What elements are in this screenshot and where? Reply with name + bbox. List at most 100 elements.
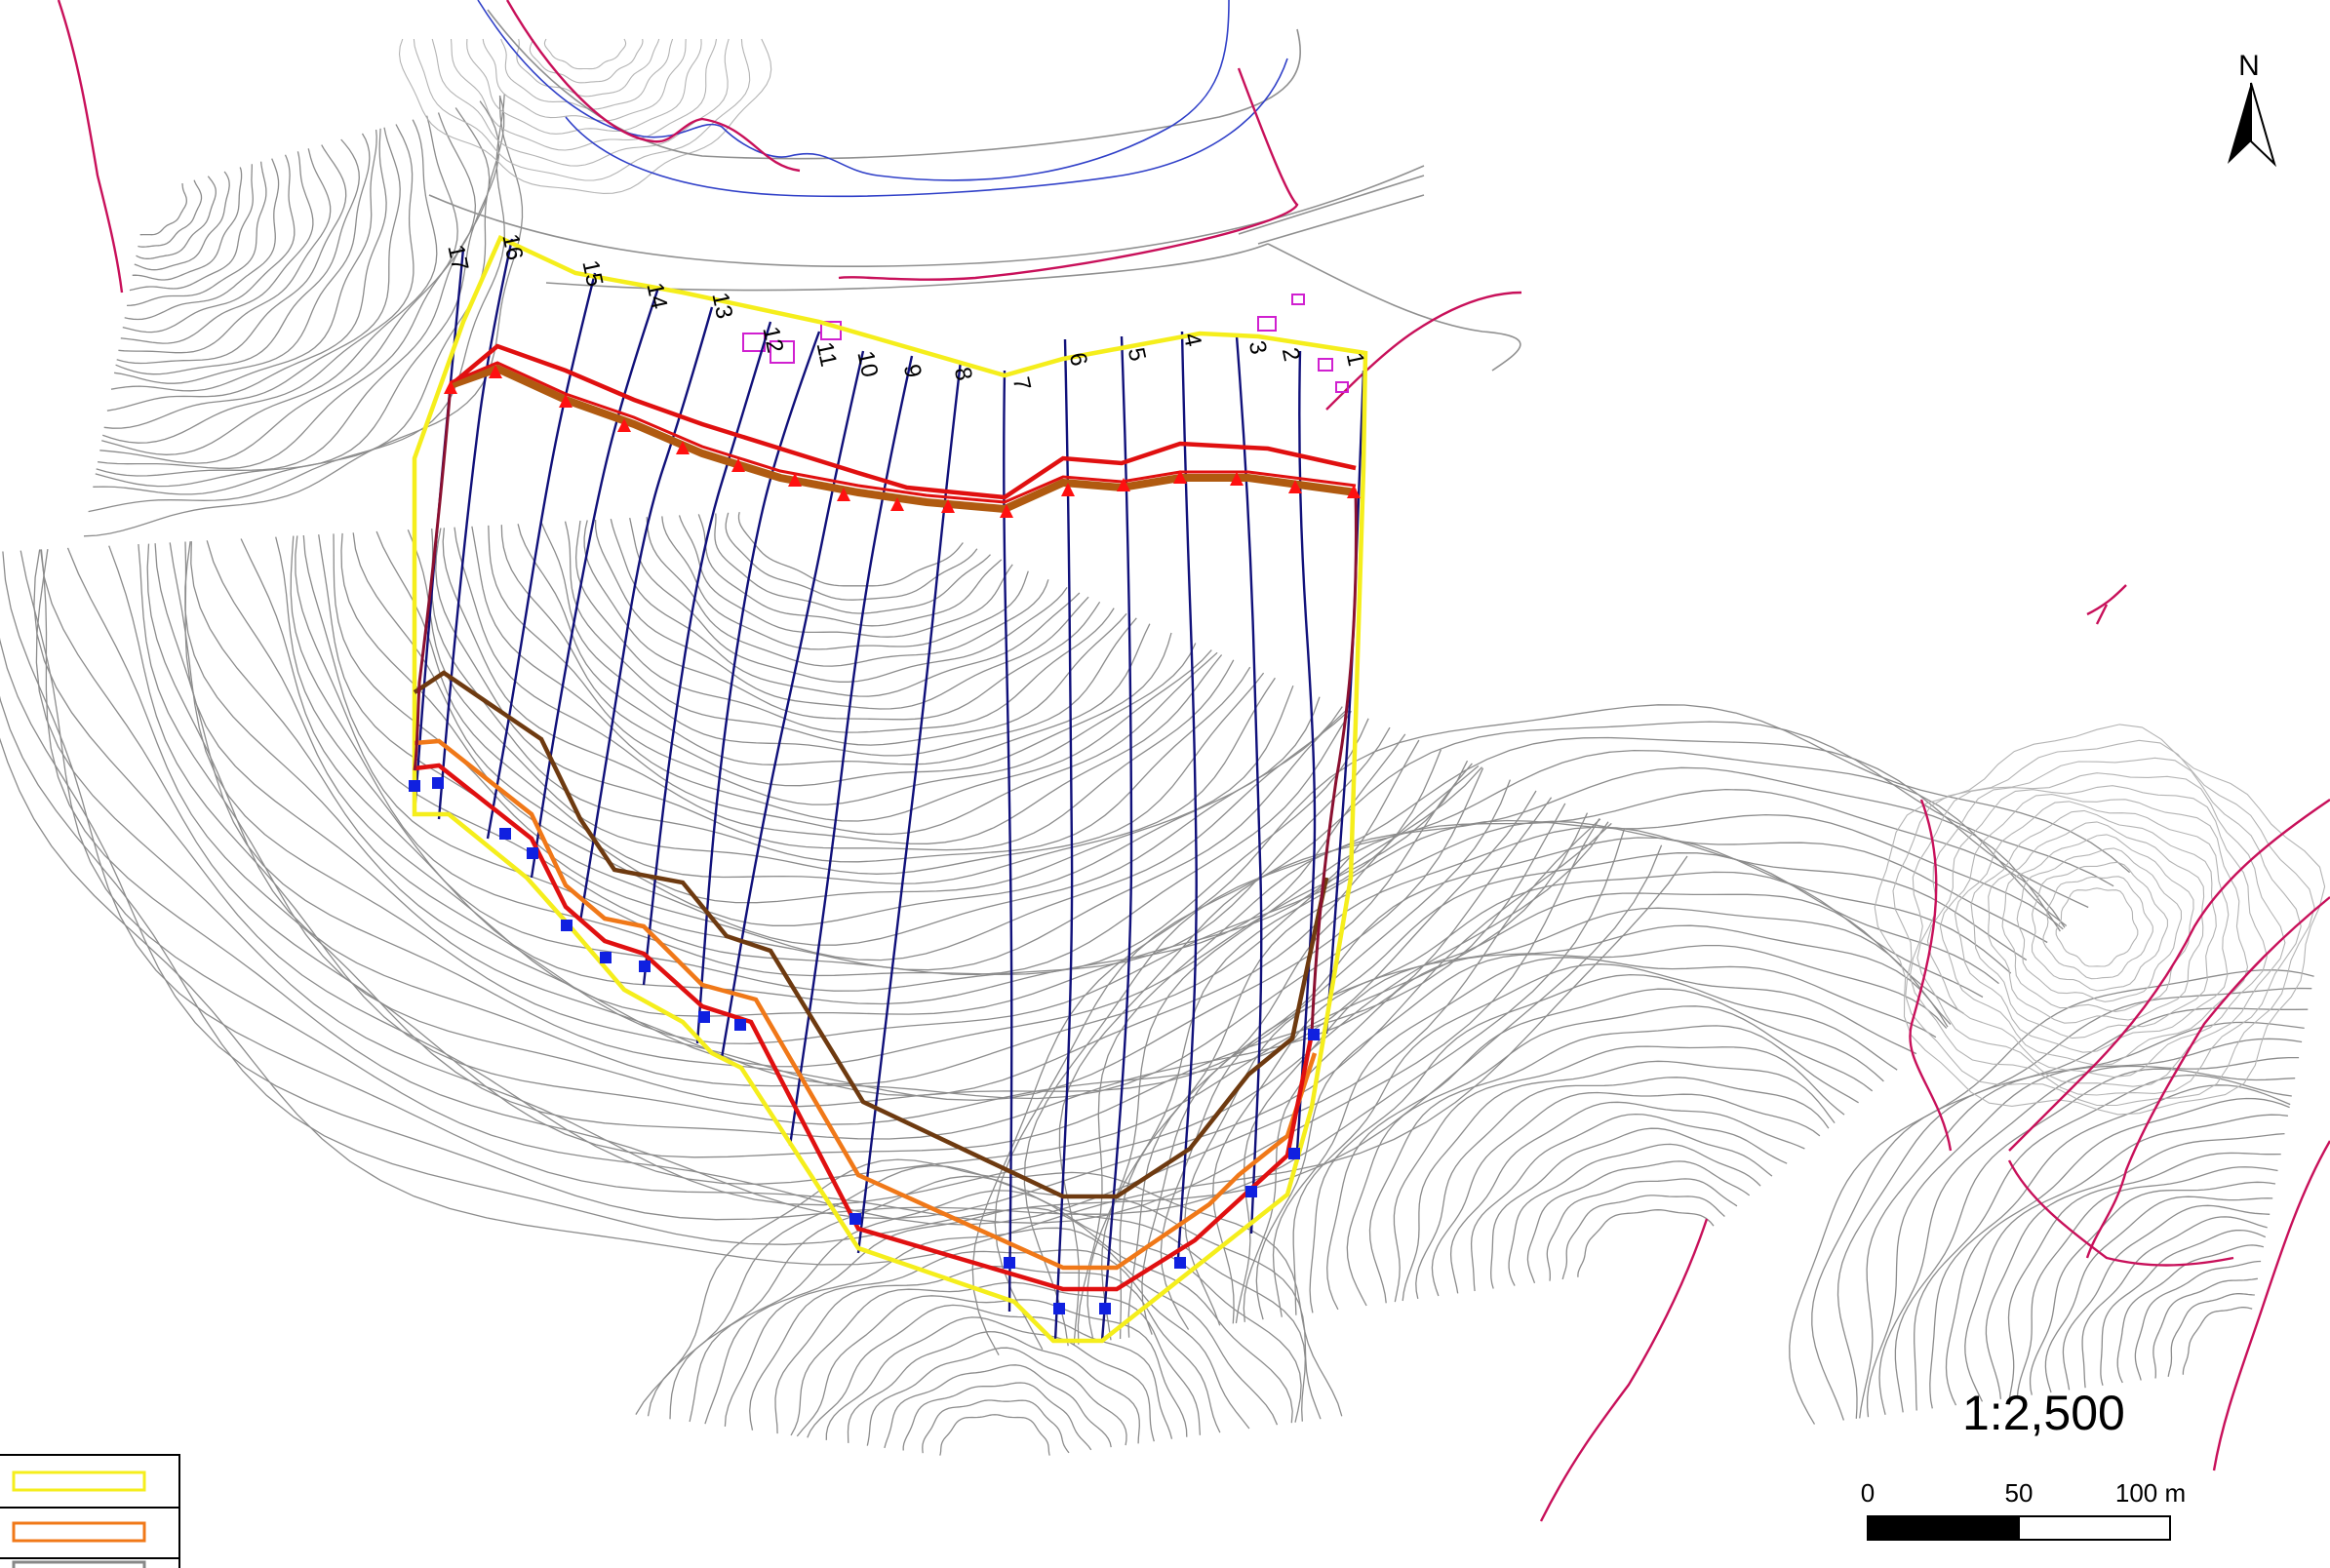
section-label-17: 17: [442, 243, 473, 274]
contour-line: [240, 538, 1406, 1005]
legend-swatch-gray: [12, 1560, 146, 1568]
contour-line: [40, 549, 1566, 1158]
legend-swatch-yellow: [12, 1470, 146, 1492]
contour-line: [146, 543, 1484, 1100]
contour-line: [435, 528, 1235, 851]
section-line-14: [530, 287, 660, 879]
contour-line: [647, 1164, 1322, 1420]
contour-line: [290, 535, 1369, 977]
contour-line: [0, 695, 1663, 1245]
building-3: [820, 321, 842, 340]
contour-line: [1859, 1021, 2305, 1419]
section-line-10: [720, 350, 865, 1059]
contour-line: [610, 519, 1081, 697]
contour-line: [807, 1304, 1173, 1439]
scale-ratio-text: 1:2,500: [1962, 1386, 2125, 1440]
contour-line: [1926, 785, 2268, 1078]
contour-line: [704, 1207, 1293, 1425]
section-label-1: 1: [1341, 350, 1369, 369]
contour-line: [1985, 1132, 2285, 1399]
square-marker-4: [1174, 1257, 1186, 1269]
legend-swatch-orange: [12, 1521, 146, 1543]
contour-line: [500, 525, 1172, 787]
scale-bar-white: [2018, 1515, 2171, 1541]
contour-line: [333, 533, 1343, 946]
section-line-15: [486, 272, 597, 840]
road-east: [1267, 243, 1521, 372]
contour-line: [2152, 1277, 2258, 1379]
section-label-12: 12: [757, 325, 788, 356]
triangle-marker-4: [1173, 470, 1187, 484]
contour-line: [540, 522, 1137, 757]
square-markers: [409, 777, 1320, 1314]
contour-line: [796, 1295, 1188, 1437]
contour-line: [1431, 1091, 1821, 1297]
contour-line: [122, 154, 296, 333]
contour-line: [20, 550, 1601, 1226]
contour-line: [594, 519, 1089, 710]
contour-line: [1368, 1025, 1859, 1304]
contour-line: [2055, 887, 2139, 967]
right-boundary-curve: [1310, 491, 1358, 1035]
contour-line: [190, 541, 1442, 1044]
contour-line: [1160, 852, 1999, 1330]
triangle-marker-10: [837, 488, 850, 501]
contour-line: [442, 528, 1223, 844]
north-label: N: [2238, 50, 2260, 82]
contour-line: [1929, 1084, 2291, 1409]
contour-line: [466, 38, 702, 135]
contour-line: [96, 107, 491, 477]
contour-line: [1470, 1113, 1788, 1292]
brown-boundary-line: [413, 670, 1329, 1199]
ravine-4: [2007, 1159, 2234, 1267]
contour-line: [2134, 1260, 2262, 1381]
triangle-marker-17: [444, 380, 457, 394]
contour-line: [790, 1281, 1202, 1436]
triangle-marker-2: [1288, 480, 1302, 493]
contour-line: [134, 171, 230, 271]
contour-line: [110, 129, 377, 392]
legend: [0, 1454, 180, 1568]
contour-line: [2081, 1216, 2268, 1389]
section-line-6: [1053, 338, 1074, 1342]
section-label-9: 9: [898, 362, 927, 380]
square-marker-3: [1245, 1186, 1257, 1197]
contour-line: [2, 551, 1600, 1224]
contour-line: [866, 1347, 1127, 1446]
square-marker-14: [527, 847, 538, 859]
section-label-16: 16: [496, 232, 528, 263]
north-arrow-icon: [2228, 83, 2251, 164]
contour-line: [431, 38, 730, 167]
contour-line: [1058, 749, 2068, 1346]
contour-line: [1811, 987, 2312, 1421]
contour-line: [126, 161, 267, 307]
section-label-4: 4: [1178, 331, 1206, 349]
upper-features: [57, 0, 1522, 411]
orange-boundary-line: [414, 738, 1318, 1271]
section-label-6: 6: [1064, 350, 1092, 369]
contour-line: [375, 530, 1276, 884]
contour-line: [99, 115, 458, 464]
triangle-marker-11: [788, 473, 802, 487]
section-line-5: [1100, 335, 1133, 1342]
contour-line: [118, 148, 332, 354]
scale-bar-outline: [1867, 1515, 2171, 1541]
river-bank-north: [477, 0, 1230, 181]
contour-line: [1326, 988, 1884, 1311]
section-line-16: [437, 238, 514, 820]
contour-line: [398, 38, 772, 194]
contour-line: [971, 704, 2131, 1356]
triangle-marker-8: [941, 499, 955, 513]
contour-line: [1916, 772, 2286, 1087]
contour-line: [2031, 861, 2168, 992]
section-line-2: [1295, 350, 1317, 1152]
contour-line: [1939, 794, 2249, 1067]
section-label-7: 7: [1007, 374, 1036, 393]
stream-northwest: [57, 0, 124, 294]
contour-line: [431, 529, 1251, 863]
contour-line: [500, 38, 674, 110]
section-label-13: 13: [706, 291, 737, 322]
triangle-marker-1: [1347, 485, 1361, 498]
contour-line: [1449, 1101, 1805, 1294]
